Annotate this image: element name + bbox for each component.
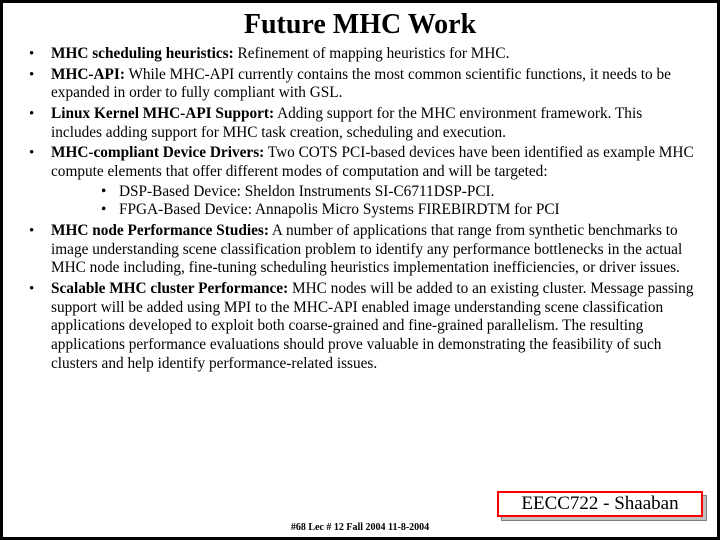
sub-text: FPGA-Based Device: Annapolis Micro Syste…: [119, 201, 560, 218]
list-item: MHC-compliant Device Drivers: Two COTS P…: [25, 144, 695, 220]
sub-list: DSP-Based Device: Sheldon Instruments SI…: [51, 183, 695, 220]
list-item: MHC-API: While MHC-API currently contain…: [25, 66, 695, 103]
slide: Future MHC Work MHC scheduling heuristic…: [0, 0, 720, 540]
sub-text: DSP-Based Device: Sheldon Instruments SI…: [119, 183, 494, 200]
bullet-lead: Linux Kernel MHC-API Support:: [51, 105, 274, 122]
footnote: #68 Lec # 12 Fall 2004 11-8-2004: [3, 522, 717, 533]
list-item: Scalable MHC cluster Performance: MHC no…: [25, 280, 695, 373]
slide-title: Future MHC Work: [25, 9, 695, 41]
bullet-lead: MHC-compliant Device Drivers:: [51, 144, 264, 161]
bullet-list: MHC scheduling heuristics: Refinement of…: [25, 45, 695, 373]
list-item: MHC scheduling heuristics: Refinement of…: [25, 45, 695, 64]
footer-badge: EECC722 - Shaaban: [497, 491, 707, 521]
bullet-text: While MHC-API currently contains the mos…: [51, 66, 671, 102]
bullet-lead: MHC-API:: [51, 66, 125, 83]
bullet-lead: Scalable MHC cluster Performance:: [51, 280, 288, 297]
list-item: MHC node Performance Studies: A number o…: [25, 222, 695, 278]
bullet-lead: MHC node Performance Studies:: [51, 222, 269, 239]
bullet-lead: MHC scheduling heuristics:: [51, 45, 234, 62]
sub-list-item: DSP-Based Device: Sheldon Instruments SI…: [101, 183, 695, 202]
sub-list-item: FPGA-Based Device: Annapolis Micro Syste…: [101, 201, 695, 220]
bullet-text: Refinement of mapping heuristics for MHC…: [234, 45, 510, 62]
list-item: Linux Kernel MHC-API Support: Adding sup…: [25, 105, 695, 142]
badge-text: EECC722 - Shaaban: [497, 491, 703, 517]
